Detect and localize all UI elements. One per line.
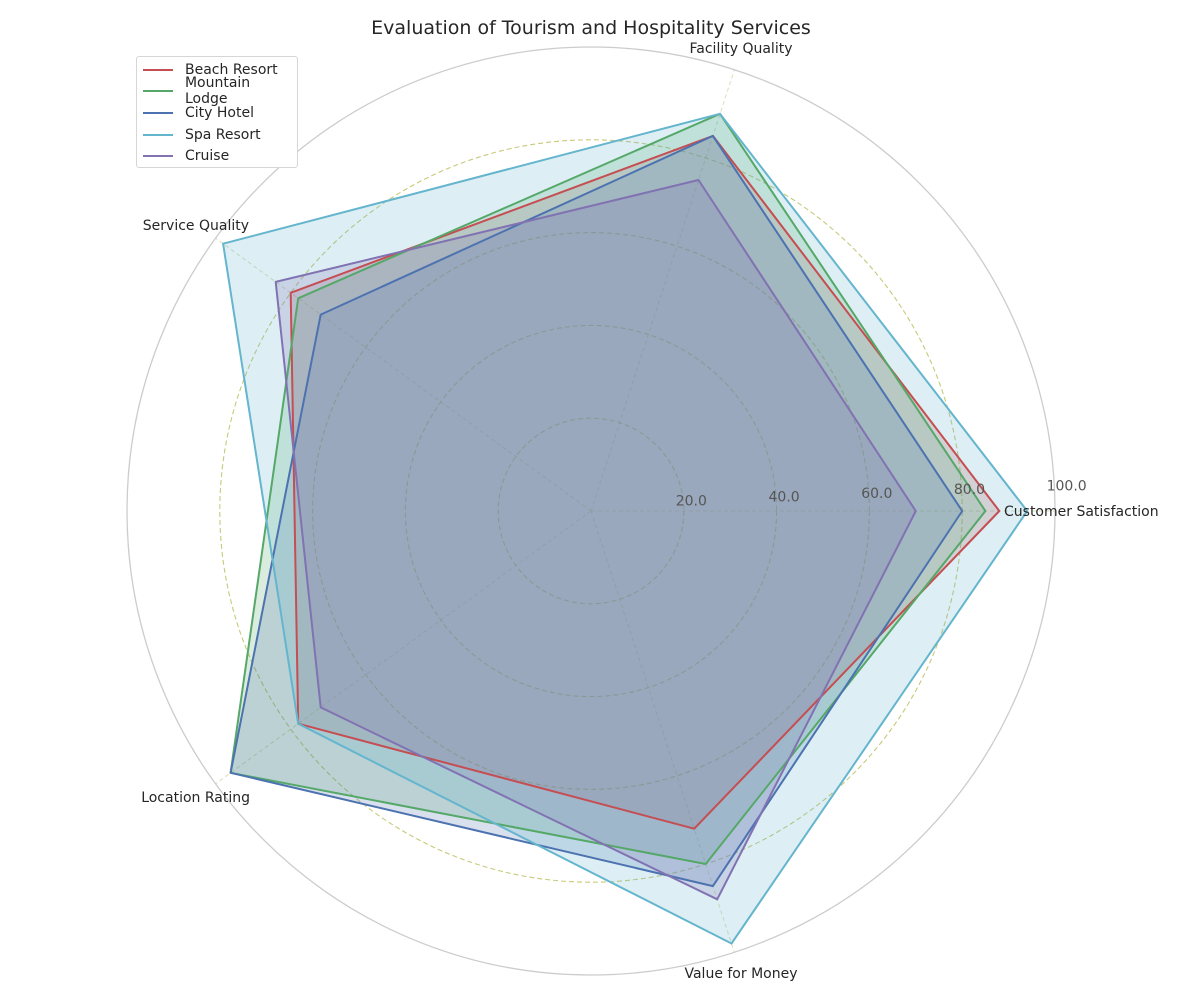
series-fills xyxy=(223,113,1028,944)
legend: Beach Resort Mountain Lodge City Hotel Spa … xyxy=(136,56,298,168)
radial-tick-label: 80.0 xyxy=(954,482,985,498)
legend-label: Beach Resort xyxy=(185,61,278,78)
series-line xyxy=(289,134,1001,830)
legend-swatch xyxy=(143,111,173,114)
category-label: Location Rating xyxy=(141,790,250,806)
series-line xyxy=(222,112,1029,945)
spoke-line xyxy=(215,237,592,512)
series-area xyxy=(230,135,963,887)
legend-item: Cruise xyxy=(137,145,297,167)
category-label: Facility Quality xyxy=(690,41,793,57)
radial-tick-label: 60.0 xyxy=(861,486,892,502)
series-area xyxy=(223,113,1028,944)
series-line xyxy=(229,112,987,865)
outer-ring xyxy=(126,46,1056,976)
chart-title: Evaluation of Tourism and Hospitality Se… xyxy=(371,17,811,39)
series-area xyxy=(290,135,1000,829)
grid-ring xyxy=(404,324,778,698)
category-labels: Customer Satisfaction Facility Quality Ser… xyxy=(141,41,1158,982)
legend-item: Beach Resort xyxy=(137,59,297,81)
radial-tick-label: 100.0 xyxy=(1047,478,1087,494)
spoke-line xyxy=(590,69,735,512)
spoke-line xyxy=(590,510,735,953)
category-label: Customer Satisfaction xyxy=(1004,504,1159,520)
legend-item: Mountain Lodge xyxy=(137,75,297,107)
legend-swatch xyxy=(143,68,173,71)
legend-label: City Hotel xyxy=(185,104,254,121)
grid-ring xyxy=(312,232,870,790)
legend-label: Mountain Lodge xyxy=(184,75,251,108)
legend-item: Spa Resort xyxy=(137,124,297,146)
spoke-line xyxy=(215,510,592,785)
category-label: Value for Money xyxy=(684,966,797,982)
legend-swatch xyxy=(143,90,173,93)
series-lines xyxy=(222,112,1029,945)
radial-tick-labels: 20.0 40.0 60.0 80.0 100.0 xyxy=(676,478,1087,509)
radial-tick-label: 20.0 xyxy=(676,493,707,509)
legend-item: City Hotel xyxy=(137,102,297,124)
series-area xyxy=(275,180,916,900)
legend-swatch xyxy=(143,155,173,158)
category-label: Service Quality xyxy=(143,218,249,234)
series-line xyxy=(274,179,917,901)
series-line xyxy=(229,134,964,888)
legend-swatch xyxy=(143,133,173,136)
radial-tick-label: 40.0 xyxy=(769,490,800,506)
legend-label: Spa Resort xyxy=(185,126,261,143)
grid-ring xyxy=(497,417,685,605)
series-area xyxy=(230,113,986,865)
legend-label: Cruise xyxy=(185,148,230,165)
